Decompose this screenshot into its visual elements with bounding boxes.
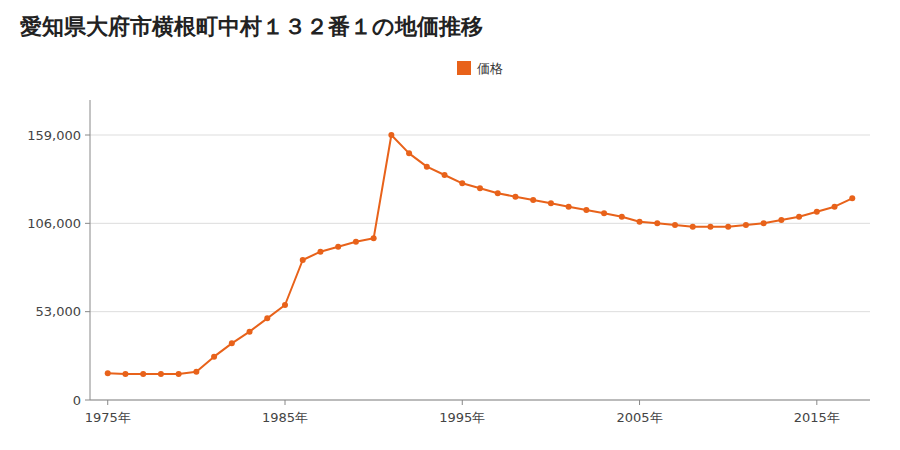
y-axis-line [90,100,91,400]
series-marker [512,194,518,200]
series-marker [832,204,838,210]
chart-svg: 愛知県大府市横根町中村１３２番１の地価推移 0 53,000 106,000 159,0… [0,0,900,450]
series-marker [459,180,465,186]
series-marker [690,224,696,230]
y-tick-label: 106,000 [27,216,81,231]
series-marker [193,369,199,375]
legend-swatch [457,61,471,75]
series-marker [335,244,341,250]
series-marker [211,354,217,360]
x-tick [285,400,286,405]
x-tick [462,400,463,405]
series-marker [353,239,359,245]
x-tick [639,400,640,405]
grid-line [90,311,870,312]
plot-marks [105,132,856,377]
grid-line [90,400,870,401]
chart-title: 愛知県大府市横根町中村１３２番１の地価推移 [20,14,483,39]
y-tick [85,135,90,136]
series-marker [743,222,749,228]
series-marker [707,224,713,230]
series-marker [406,150,412,156]
series-marker [796,214,802,220]
series-line [108,135,853,374]
x-tick-label: 1975年 [85,410,131,425]
series-marker [176,371,182,377]
series-marker [477,185,483,191]
series-marker [761,220,767,226]
y-tick-label: 53,000 [36,304,82,319]
series-marker [849,195,855,201]
series-marker [317,249,323,255]
x-tick-label: 1985年 [262,410,308,425]
series-marker [424,164,430,170]
series-marker [229,340,235,346]
series-marker [619,214,625,220]
y-tick [85,400,90,401]
series-marker [122,371,128,377]
y-tick-label: 0 [73,393,81,408]
series-marker [140,371,146,377]
x-tick-label: 2005年 [616,410,662,425]
series-marker [495,190,501,196]
series-marker [388,132,394,138]
series-marker [637,219,643,225]
x-tick [816,400,817,405]
series-marker [371,235,377,241]
series-marker [282,302,288,308]
series-marker [530,197,536,203]
series-marker [672,222,678,228]
legend-label: 価格 [477,61,503,76]
x-tick-label: 1995年 [439,410,485,425]
legend: 価格 [457,61,503,76]
axes: 0 53,000 106,000 159,000 1975年 1985年 1995年 2005… [27,100,870,425]
series-marker [105,370,111,376]
x-tick-label: 2015年 [794,410,840,425]
y-tick [85,223,90,224]
x-axis-line [90,400,870,401]
series-marker [158,371,164,377]
grid [90,135,870,400]
chart-container: 愛知県大府市横根町中村１３２番１の地価推移 0 53,000 106,000 159,0… [0,0,900,450]
series-marker [814,209,820,215]
series-marker [300,257,306,263]
x-tick [107,400,108,405]
series-marker [264,315,270,321]
series-marker [442,172,448,178]
y-tick [85,311,90,312]
series-marker [654,220,660,226]
legend-item: 価格 [457,61,503,76]
series-marker [566,204,572,210]
y-tick-label: 159,000 [27,128,81,143]
series-marker [583,207,589,213]
series-marker [601,210,607,216]
series-marker [778,217,784,223]
series-marker [548,200,554,206]
series-marker [247,329,253,335]
series-marker [725,224,731,230]
grid-line [90,135,870,136]
